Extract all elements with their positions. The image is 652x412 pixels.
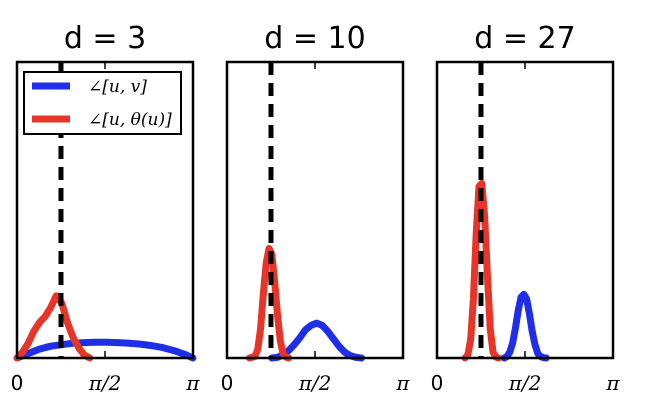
legend-box <box>23 71 182 135</box>
series-line-angle-u-v <box>268 319 365 362</box>
x-tick-label: π/2 <box>298 371 332 395</box>
legend: ∠[u, v] ∠[u, θ(u)] <box>23 71 182 135</box>
x-tick-label: π/2 <box>508 371 542 395</box>
chart-panel-3: d = 27 0 π/2 π <box>431 21 621 395</box>
series-line-angle-u-theta <box>461 179 503 362</box>
chart-title: d = 10 <box>264 21 365 56</box>
x-tick-label: 0 <box>221 371 234 395</box>
x-tick-label: π <box>395 371 410 395</box>
chart-title: d = 27 <box>474 21 575 56</box>
x-tick-label: 0 <box>431 371 444 395</box>
x-tick-label: 0 <box>11 371 24 395</box>
x-tick-label: π <box>185 371 200 395</box>
series-line-angle-u-theta <box>13 292 94 362</box>
series-line-angle-u-v <box>13 338 197 362</box>
legend-label: ∠[u, θ(u)] <box>88 110 172 130</box>
chart-panel-1: d = 3 0 π/2 π ∠[u, v] ∠[u, θ(u)] <box>11 21 201 395</box>
legend-label: ∠[u, v] <box>88 77 147 97</box>
chart-panel-2: d = 10 0 π/2 π <box>221 21 411 395</box>
x-tick-label: π/2 <box>88 371 122 395</box>
series-line-angle-u-v <box>500 290 550 362</box>
chart-title: d = 3 <box>64 21 146 56</box>
x-tick-label: π <box>605 371 620 395</box>
